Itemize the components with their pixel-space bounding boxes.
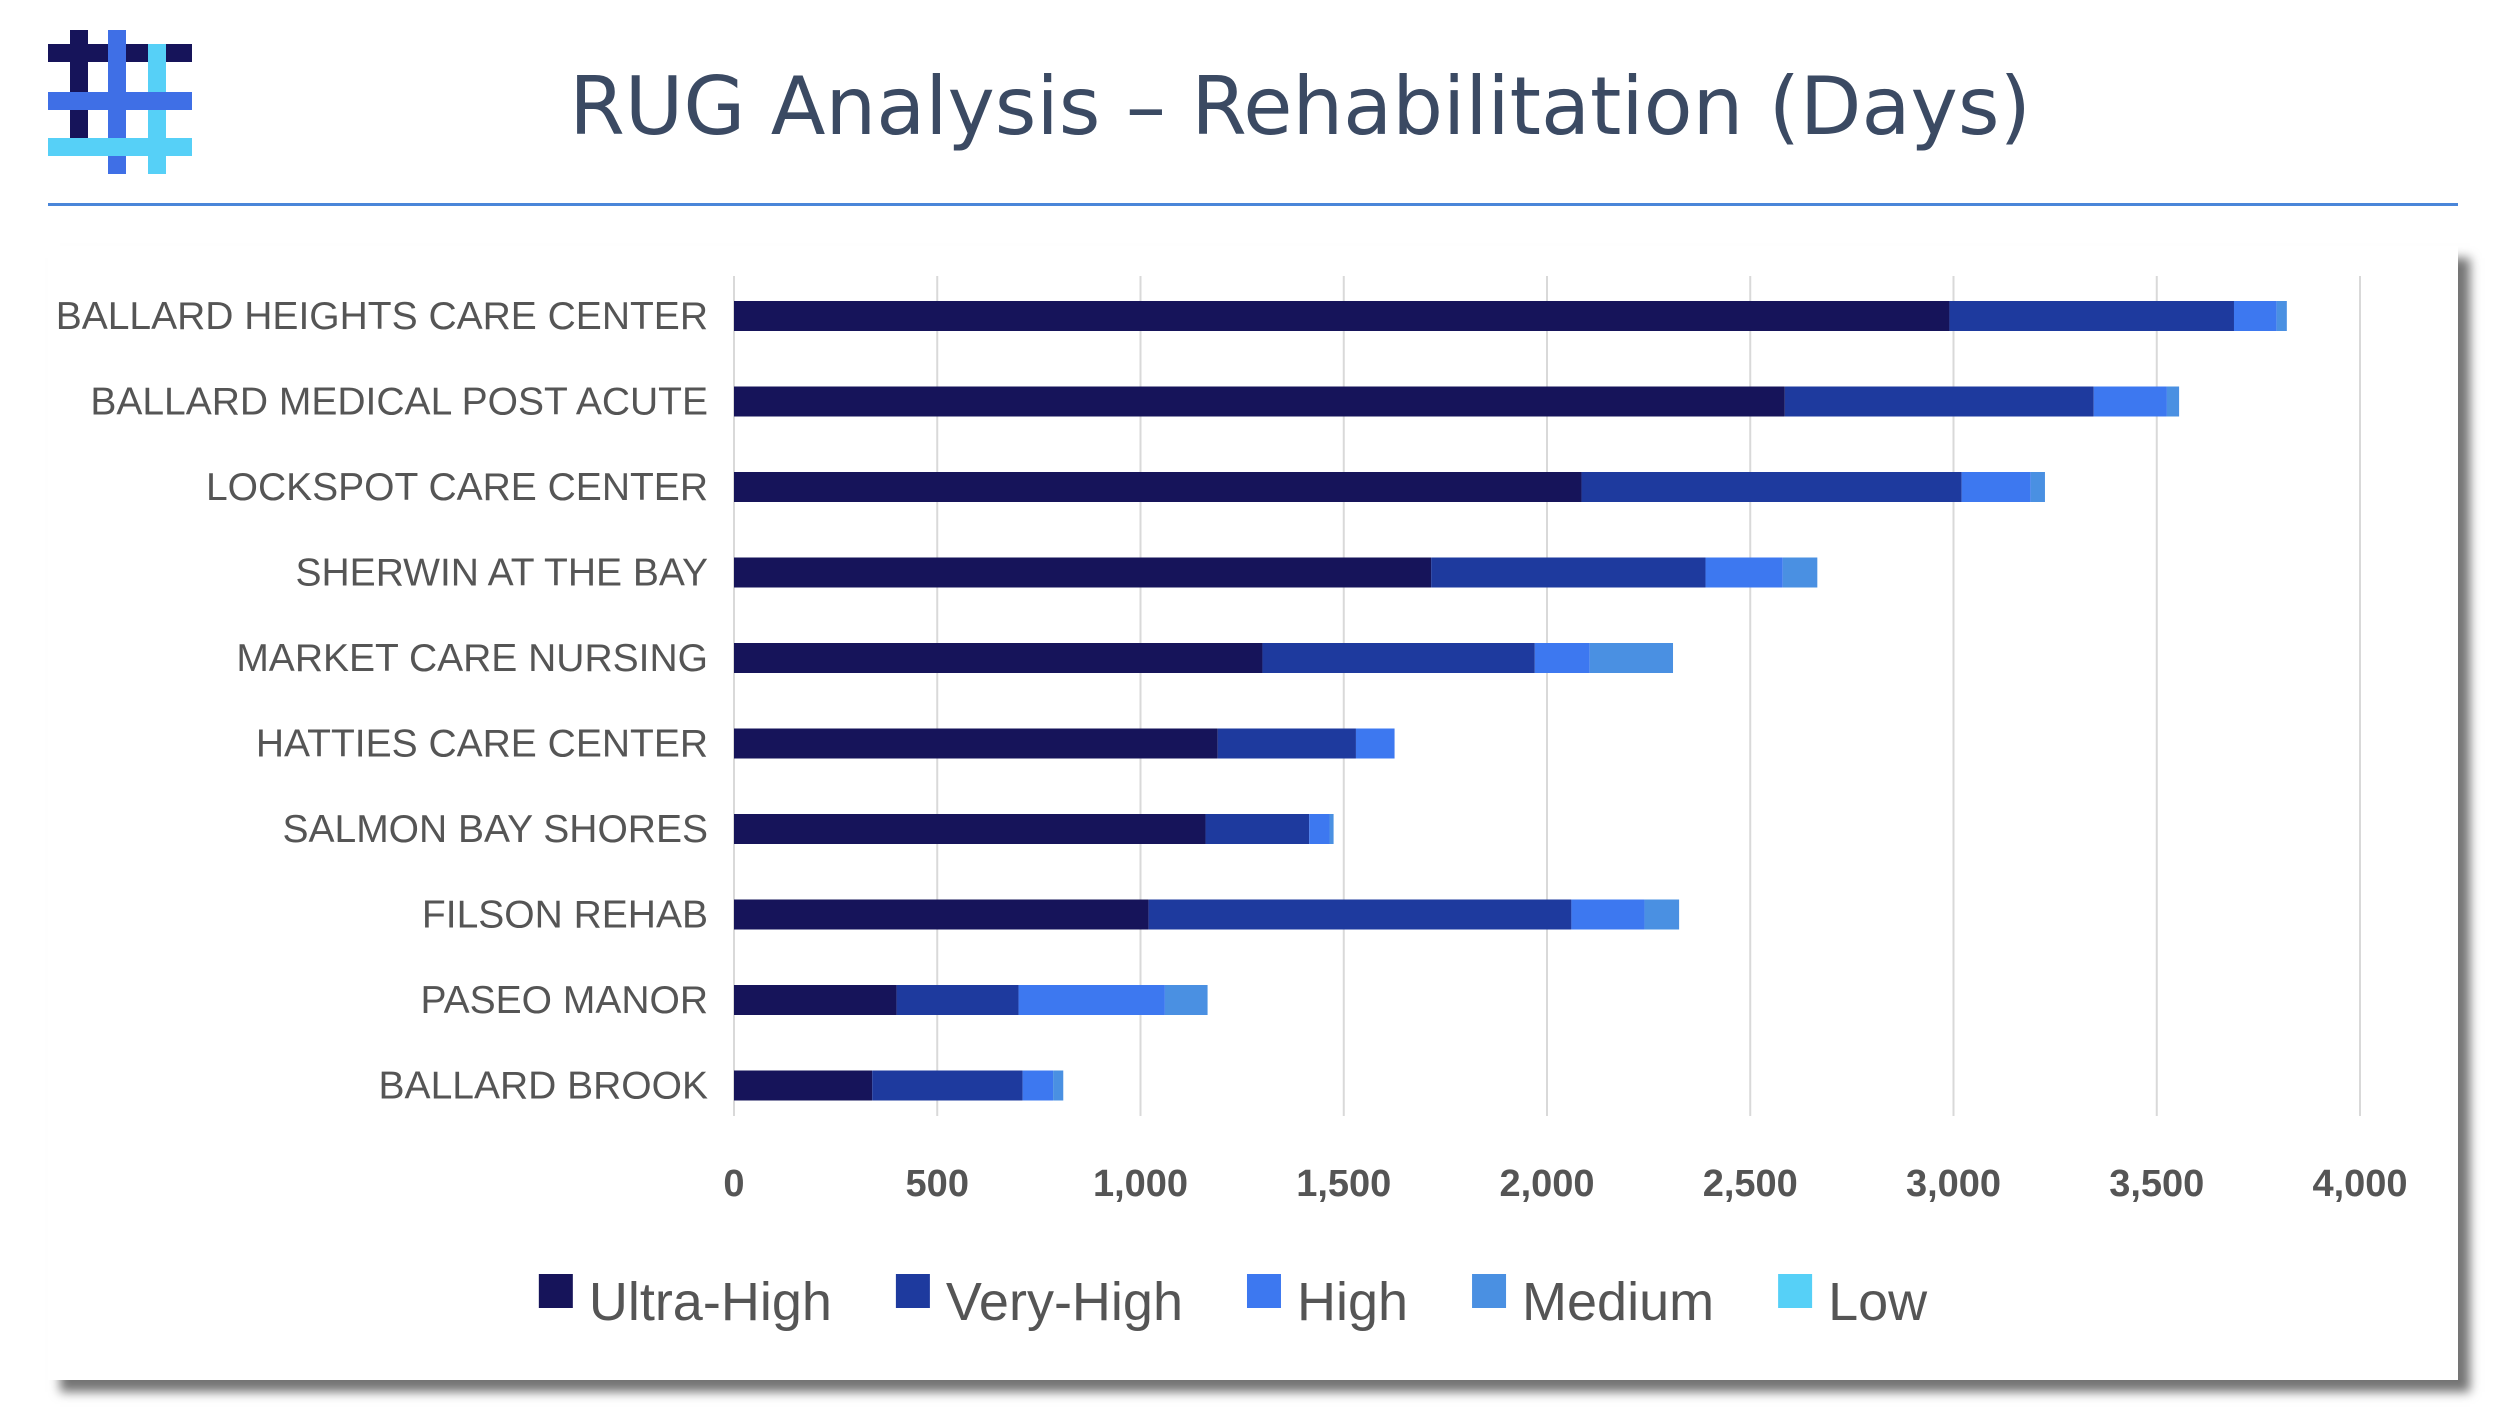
bar-segment-very-high (1148, 899, 1572, 930)
bar-segment-high (1022, 1070, 1054, 1101)
bar-segment-ultra-high (734, 386, 1785, 417)
bar-segment-medium (2276, 301, 2287, 331)
bar-segment-medium (1644, 899, 1680, 930)
category-labels: BALLARD HEIGHTS CARE CENTER BALLARD MEDIC… (56, 295, 708, 1108)
bar-segment-medium (1329, 814, 1334, 844)
x-tick-label: 2,500 (1703, 1163, 1798, 1205)
x-tick-label: 3,000 (1906, 1163, 2001, 1205)
bar-segment-very-high (1205, 814, 1310, 844)
x-tick-label: 2,000 (1499, 1163, 1594, 1205)
bar-segment-ultra-high (734, 814, 1206, 844)
bar-segment-very-high (1581, 472, 1962, 502)
logo-icon (48, 30, 192, 174)
bar-segment-ultra-high (734, 557, 1432, 588)
category-label: PASEO MANOR (421, 979, 709, 1022)
bar-segment-high (1571, 899, 1645, 930)
bar-segment-high (2093, 386, 2167, 417)
x-tick-label: 1,000 (1093, 1163, 1188, 1205)
x-tick-label: 3,500 (2109, 1163, 2204, 1205)
category-label: LOCKSPOT CARE CENTER (206, 466, 708, 509)
title-divider (48, 203, 2458, 206)
x-axis-ticks: 0 500 1,000 1,500 2,000 2,500 3,000 3,500 4,000 (723, 1163, 2407, 1205)
legend-item: Low (1778, 1272, 1928, 1332)
category-label: BALLARD BROOK (379, 1065, 708, 1108)
bar-segment-very-high (896, 985, 1019, 1015)
legend-label: High (1297, 1272, 1408, 1332)
legend: Ultra-High Very-High High Medium Low (538, 1272, 1928, 1332)
legend-label: Medium (1522, 1272, 1714, 1332)
bar-segment-very-high (1784, 386, 2094, 417)
logo-bar (148, 92, 166, 110)
legend-label: Low (1828, 1272, 1928, 1332)
legend-item: High (1246, 1272, 1408, 1332)
bar-segment-high (1705, 557, 1783, 588)
bar-segment-high (1961, 472, 2031, 502)
logo-bar (108, 138, 126, 156)
bars (734, 301, 2287, 1101)
legend-swatch (538, 1274, 573, 1308)
logo-bar (70, 44, 88, 62)
legend-item: Very-High (895, 1272, 1183, 1332)
bar-segment-ultra-high (734, 1070, 873, 1101)
bar-segment-high (2233, 301, 2277, 331)
bar-segment-medium (1164, 985, 1208, 1015)
x-tick-label: 4,000 (2312, 1163, 2407, 1205)
bar-segment-ultra-high (734, 472, 1582, 502)
x-tick-label: 1,500 (1296, 1163, 1391, 1205)
legend-item: Ultra-High (538, 1272, 832, 1332)
logo-bar (48, 92, 192, 110)
legend-swatch (1246, 1274, 1281, 1308)
bar-segment-very-high (1217, 728, 1356, 759)
legend-label: Very-High (946, 1272, 1183, 1332)
bar-segment-high (1309, 814, 1330, 844)
bar-segment-medium (1053, 1070, 1064, 1101)
bar-segment-high (1355, 728, 1395, 759)
bar-segment-medium (1782, 557, 1818, 588)
legend-swatch (1472, 1274, 1507, 1308)
category-label: HATTIES CARE CENTER (256, 723, 708, 766)
legend-label: Ultra-High (589, 1272, 832, 1332)
bar-segment-very-high (1431, 557, 1706, 588)
legend-item: Medium (1472, 1272, 1714, 1332)
bar-segment-high (1018, 985, 1165, 1015)
legend-swatch (1778, 1274, 1813, 1308)
stacked-bar-chart: BALLARD HEIGHTS CARE CENTER BALLARD MEDIC… (56, 276, 2408, 1332)
category-label: MARKET CARE NURSING (236, 637, 708, 680)
bar-segment-high (1534, 643, 1590, 673)
legend-swatch (895, 1274, 930, 1308)
category-label: SALMON BAY SHORES (282, 808, 708, 851)
bar-segment-very-high (1949, 301, 2234, 331)
x-tick-label: 0 (723, 1163, 744, 1205)
bar-segment-ultra-high (734, 899, 1149, 930)
category-label: BALLARD HEIGHTS CARE CENTER (56, 295, 708, 338)
x-tick-label: 500 (906, 1163, 969, 1205)
category-label: FILSON REHAB (422, 894, 708, 937)
bar-segment-very-high (1262, 643, 1535, 673)
bar-segment-ultra-high (734, 301, 1950, 331)
bar-segment-very-high (872, 1070, 1023, 1101)
category-label: BALLARD MEDICAL POST ACUTE (90, 381, 708, 424)
category-label: SHERWIN AT THE BAY (296, 552, 709, 595)
bar-segment-ultra-high (734, 643, 1263, 673)
bar-segment-ultra-high (734, 728, 1218, 759)
bar-segment-medium (2030, 472, 2045, 502)
chart-panel: BALLARD HEIGHTS CARE CENTER BALLARD MEDIC… (48, 246, 2458, 1380)
bar-segment-ultra-high (734, 985, 897, 1015)
page-title: RUG Analysis – Rehabilitation (Days) (569, 60, 2031, 153)
bar-segment-medium (1589, 643, 1674, 673)
bar-segment-medium (2166, 386, 2180, 417)
